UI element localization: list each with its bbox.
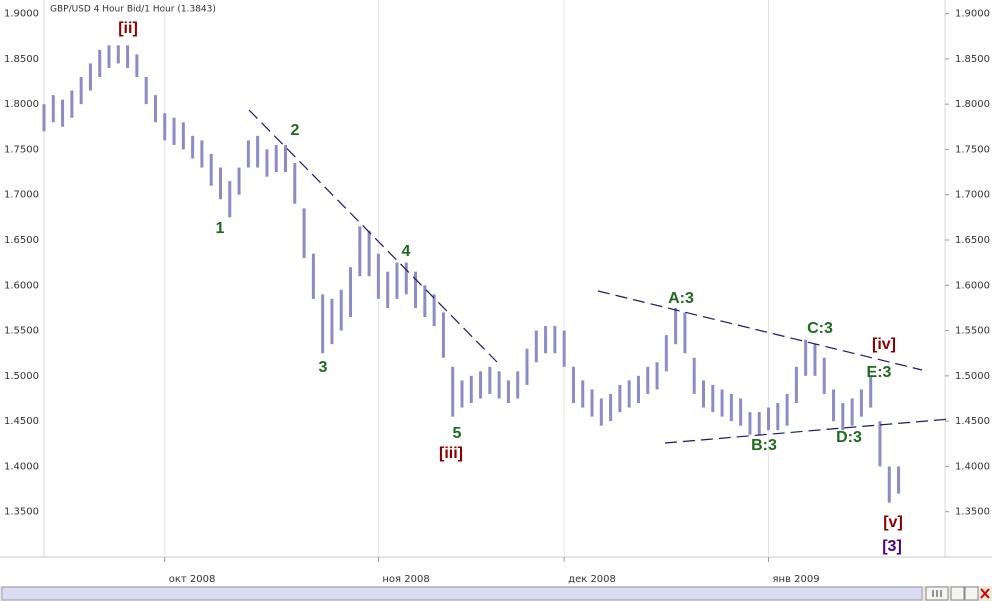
y-tick-label: 1.8000 (955, 99, 990, 110)
wave-label: 5 (453, 425, 462, 442)
x-tick-label: янв 2009 (773, 574, 820, 585)
y-tick-label: 1.4500 (4, 416, 39, 427)
y-tick-label: 1.9000 (4, 9, 39, 20)
wave-label: 3 (319, 359, 328, 376)
y-tick-label: 1.8000 (4, 99, 39, 110)
wave-label: [iii] (439, 445, 463, 462)
y-tick-label: 1.5500 (955, 326, 990, 337)
y-tick-label: 1.5500 (4, 326, 39, 337)
trend-lines (248, 109, 951, 444)
wave-label: A:3 (668, 290, 694, 307)
wave-label: 4 (402, 243, 411, 260)
y-tick-label: 1.6000 (4, 280, 39, 291)
y-tick-label: 1.6500 (955, 235, 990, 246)
x-tick-label: дек 2008 (568, 574, 616, 585)
wave-label: 2 (291, 122, 300, 139)
y-tick-label: 1.5000 (955, 371, 990, 382)
wave-label: B:3 (751, 437, 777, 454)
close-button[interactable] (980, 588, 990, 599)
y-tick-label: 1.4000 (4, 461, 39, 472)
wave-label: [ii] (118, 20, 138, 37)
wave-label: E:3 (867, 364, 892, 381)
x-tick-label: окт 2008 (169, 574, 216, 585)
y-tick-label: 1.8500 (955, 54, 990, 65)
x-tick-label: ноя 2008 (382, 574, 429, 585)
y-tick-label: 1.7500 (955, 144, 990, 155)
wave-label: [iv] (872, 336, 896, 353)
y-tick-label: 1.6000 (955, 280, 990, 291)
scroll-left-button[interactable] (950, 586, 965, 601)
y-tick-label: 1.4500 (955, 416, 990, 427)
wave-label: 1 (216, 220, 225, 237)
annotations: [ii] 1 2 3 4 5 [iii] A:3 B:3 C:3 D:3 E:3… (118, 20, 903, 555)
scroll-right-button[interactable] (964, 586, 979, 601)
y-tick-label: 1.6500 (4, 235, 39, 246)
y-tick-label: 1.7000 (4, 190, 39, 201)
wave-label: D:3 (836, 429, 862, 446)
marks: 1.3500 1.3500 1.4000 1.4000 1.4500 1.4500 1.50… (4, 0, 990, 585)
trend-line (597, 290, 923, 371)
y-tick-label: 1.4000 (955, 461, 990, 472)
wave-label: [v] (883, 514, 903, 531)
wave-label: C:3 (807, 320, 833, 337)
y-tick-label: 1.7500 (4, 144, 39, 155)
y-tick-label: 1.7000 (955, 190, 990, 201)
chart-title: GBP/USD 4 Hour Bid/1 Hour (1.3843) (50, 5, 216, 15)
y-tick-label: 1.5000 (4, 371, 39, 382)
y-tick-label: 1.3500 (4, 507, 39, 518)
wave-label: [3] (882, 538, 902, 555)
y-tick-label: 1.8500 (4, 54, 39, 65)
scrollbar-thumb[interactable] (1, 586, 923, 601)
trend-line (248, 109, 498, 363)
scrollbar (0, 586, 992, 601)
y-tick-label: 1.3500 (955, 507, 990, 518)
y-tick-label: 1.9000 (955, 9, 990, 20)
trend-line (664, 418, 951, 444)
